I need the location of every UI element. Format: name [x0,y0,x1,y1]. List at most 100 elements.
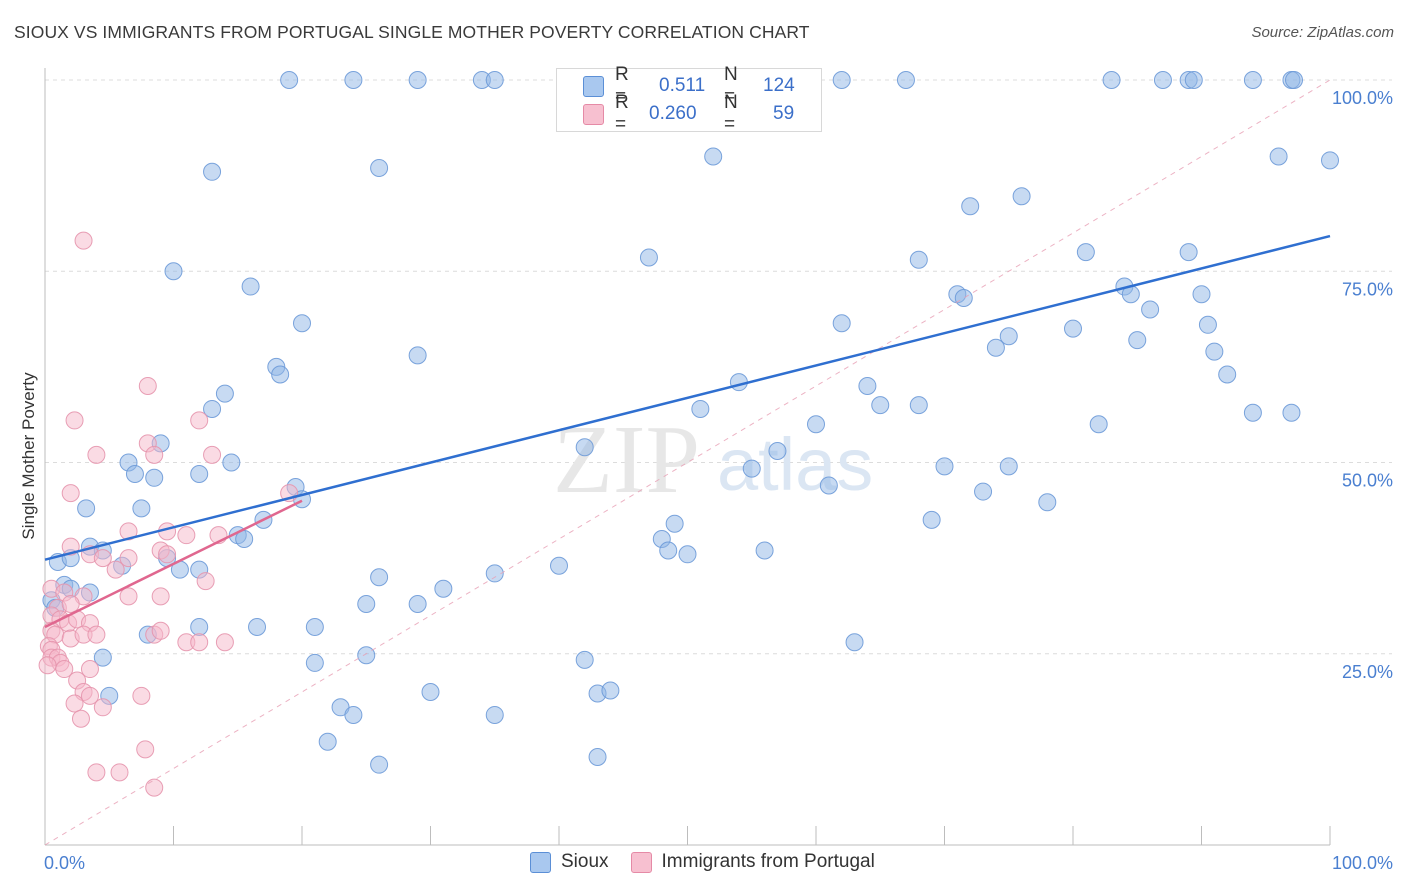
sioux-point [999,327,1018,346]
sioux-point [215,384,234,403]
sioux-point [807,415,825,434]
portugal-trend-line [44,499,303,629]
legend-swatch-sioux [530,851,551,873]
portugal-point [132,686,151,705]
portugal-point [190,633,209,652]
legend-item-sioux[interactable]: Sioux [530,851,609,873]
sioux-point [678,545,697,564]
sioux-point [896,71,915,89]
axis-labels: Single Mother Poverty 25.0% 50.0% 75.0% 100… [19,88,1393,873]
portugal-point [65,411,84,430]
sioux-point [222,453,241,472]
portugal-point [203,445,222,464]
sioux-point [858,377,877,395]
sioux-point [421,683,440,701]
sioux-point [935,457,954,476]
sioux-point [659,541,678,560]
sioux-point [575,438,594,457]
portugal-point [151,587,170,606]
sioux-point [974,482,993,501]
sioux-point [909,396,928,415]
n-label: N = [724,92,738,135]
portugal-point [215,633,234,652]
sioux-point [550,556,568,575]
watermark: ZIP atlas [553,406,873,514]
sioux-point [1089,415,1108,434]
r-value: 0.260 [649,103,697,124]
sioux-point [93,648,112,667]
x-tick-label: 100.0% [1332,853,1393,873]
legend-label-portugal: Immigrants from Portugal [661,851,875,872]
sioux-point [1243,71,1262,89]
sioux-point [1205,342,1224,361]
y-tick-label: 75.0% [1342,279,1393,299]
portugal-point [145,778,164,797]
sioux-point [1285,71,1304,89]
sioux-point [370,158,389,177]
sioux-point [248,617,267,636]
sioux-point [318,732,337,751]
sioux-point [575,650,594,669]
n-value: 124 [763,75,795,96]
portugal-point [65,694,84,713]
grid-lines [45,79,1392,655]
sioux-point [241,277,260,296]
r-label: R = [615,92,629,135]
sioux-point [665,514,684,533]
sioux-point [293,314,311,333]
sioux-point [190,464,209,483]
portugal-point [71,709,90,728]
portugal-point [61,595,80,614]
sioux-point [1269,147,1288,166]
sioux-point [639,248,658,267]
portugal-point [196,572,215,591]
sioux-point [77,499,96,518]
sioux-point [357,646,376,665]
sioux-point [1102,71,1121,89]
sioux-point [832,314,851,333]
legend-item-portugal[interactable]: Immigrants from Portugal [630,851,875,873]
portugal-point [74,231,93,250]
sioux-point [871,396,890,415]
portugal-swatch [583,103,604,125]
sioux-point [986,338,1005,357]
sioux-point [954,289,973,308]
sioux-point [203,399,222,418]
portugal-point [145,445,164,464]
sioux-point [1192,285,1211,304]
portugal-point [119,549,138,568]
sioux-point [145,468,164,487]
sioux-trend-line [44,234,1331,561]
portugal-point [106,560,125,579]
sioux-point [1076,243,1095,262]
watermark-atlas: atlas [717,423,873,506]
sioux-point [485,564,504,583]
portugal-point [87,763,106,782]
sioux-point [909,250,928,269]
r-label: R = [615,64,629,107]
r-value: 0.511 [659,75,706,96]
sioux-point [1179,243,1198,262]
chart-legend: Sioux Immigrants from Portugal [530,851,897,873]
data-points [38,71,1339,797]
portugal-point [138,377,157,395]
portugal-point [93,698,112,717]
portugal-point [93,549,112,568]
portugal-point [151,621,170,640]
chart-source: Source: ZipAtlas.com [1251,24,1394,41]
sioux-point [485,71,504,89]
sioux-point [408,595,427,614]
sioux-point [1218,365,1237,384]
portugal-point [87,625,106,644]
portugal-point [38,656,57,675]
y-axis-label: Single Mother Poverty [19,372,38,540]
sioux-point [1038,493,1057,512]
sioux-point [1198,315,1217,334]
sioux-point [305,653,324,672]
sioux-point [1064,319,1082,338]
portugal-point [136,740,155,759]
sioux-point [203,162,222,181]
sioux-point [999,457,1018,476]
sioux-point [344,71,363,89]
sioux-point [305,617,324,636]
